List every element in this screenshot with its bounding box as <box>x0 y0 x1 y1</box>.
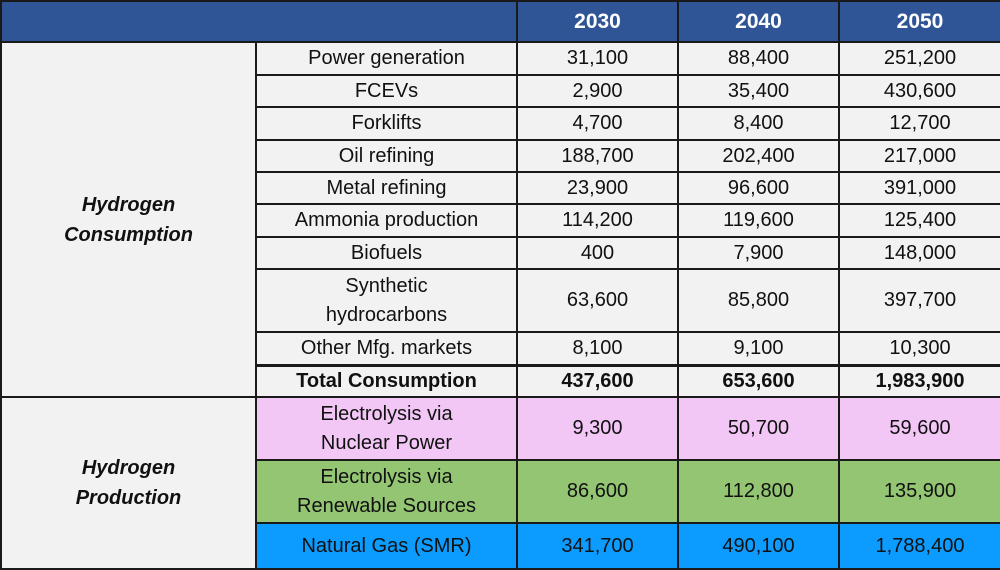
table-row: Biofuels 400 7,900 148,000 <box>1 236 1000 270</box>
row-label: Biofuels <box>255 236 518 270</box>
cell-2030: 188,700 <box>516 139 679 173</box>
total-row: Total Consumption 437,600 653,600 1,983,… <box>1 363 1000 398</box>
cell-2030: 9,300 <box>516 396 679 461</box>
header-row: 2030 2040 2050 <box>0 0 1000 43</box>
table-row-renewable: Electrolysis via Renewable Sources 86,600… <box>1 459 1000 524</box>
cell-2030: 31,100 <box>516 41 679 76</box>
cell-2040: 85,800 <box>677 268 840 333</box>
total-2050: 1,983,900 <box>838 363 1000 398</box>
table-row: Oil refining 188,700 202,400 217,000 <box>1 139 1000 173</box>
group-hydrogen-consumption: Hydrogen Consumption <box>0 41 257 398</box>
row-label: Synthetic hydrocarbons <box>255 268 518 333</box>
table-row: Synthetic hydrocarbons 63,600 85,800 397,… <box>1 268 1000 333</box>
cell-2040: 119,600 <box>677 203 840 238</box>
table-row: Ammonia production 114,200 119,600 125,4… <box>1 203 1000 238</box>
cell-2030: 2,900 <box>516 74 679 108</box>
row-label: Electrolysis via Renewable Sources <box>255 459 518 524</box>
row-label: Oil refining <box>255 139 518 173</box>
cell-2030: 114,200 <box>516 203 679 238</box>
total-label: Total Consumption <box>255 363 518 398</box>
cell-2040: 50,700 <box>677 396 840 461</box>
table-row: Hydrogen Consumption Power generation 31,… <box>0 41 1000 398</box>
cell-2050: 397,700 <box>838 268 1000 333</box>
row-label: Ammonia production <box>255 203 518 238</box>
table-row: Forklifts 4,700 8,400 12,700 <box>1 106 1000 141</box>
cell-2050: 125,400 <box>838 203 1000 238</box>
row-label: Other Mfg. markets <box>255 331 518 366</box>
header-blank <box>0 0 518 43</box>
cell-2040: 88,400 <box>677 41 840 76</box>
table-row-nuclear: Hydrogen Production Electrolysis via Nucle… <box>0 396 1000 570</box>
table-row: Other Mfg. markets 8,100 9,100 10,300 <box>1 331 1000 366</box>
group-hydrogen-production: Hydrogen Production <box>0 396 257 570</box>
cell-2030: 86,600 <box>516 459 679 524</box>
table-row: FCEVs 2,900 35,400 430,600 <box>1 74 1000 108</box>
header-2030: 2030 <box>516 0 679 43</box>
cell-2050: 1,788,400 <box>838 522 1000 570</box>
cell-2050: 391,000 <box>838 171 1000 205</box>
cell-2040: 35,400 <box>677 74 840 108</box>
cell-2050: 148,000 <box>838 236 1000 270</box>
header-2040: 2040 <box>677 0 840 43</box>
total-2030: 437,600 <box>516 363 679 398</box>
row-label: Natural Gas (SMR) <box>255 522 518 570</box>
cell-2040: 7,900 <box>677 236 840 270</box>
cell-2030: 63,600 <box>516 268 679 333</box>
total-2040: 653,600 <box>677 363 840 398</box>
cell-2040: 112,800 <box>677 459 840 524</box>
cell-2040: 9,100 <box>677 331 840 366</box>
row-label: Power generation <box>255 41 518 76</box>
cell-2030: 4,700 <box>516 106 679 141</box>
cell-2040: 96,600 <box>677 171 840 205</box>
row-label: Electrolysis via Nuclear Power <box>255 396 518 461</box>
cell-2050: 135,900 <box>838 459 1000 524</box>
row-label: Metal refining <box>255 171 518 205</box>
cell-2050: 251,200 <box>838 41 1000 76</box>
cell-2050: 430,600 <box>838 74 1000 108</box>
table-row: Metal refining 23,900 96,600 391,000 <box>1 171 1000 205</box>
header-2050: 2050 <box>838 0 1000 43</box>
cell-2030: 23,900 <box>516 171 679 205</box>
cell-2040: 8,400 <box>677 106 840 141</box>
row-label: FCEVs <box>255 74 518 108</box>
cell-2040: 490,100 <box>677 522 840 570</box>
cell-2050: 10,300 <box>838 331 1000 366</box>
cell-2030: 400 <box>516 236 679 270</box>
cell-2050: 59,600 <box>838 396 1000 461</box>
table-row-natural-gas: Natural Gas (SMR) 341,700 490,100 1,788,… <box>1 522 1000 570</box>
cell-2030: 341,700 <box>516 522 679 570</box>
cell-2050: 12,700 <box>838 106 1000 141</box>
row-label: Forklifts <box>255 106 518 141</box>
cell-2040: 202,400 <box>677 139 840 173</box>
cell-2030: 8,100 <box>516 331 679 366</box>
cell-2050: 217,000 <box>838 139 1000 173</box>
